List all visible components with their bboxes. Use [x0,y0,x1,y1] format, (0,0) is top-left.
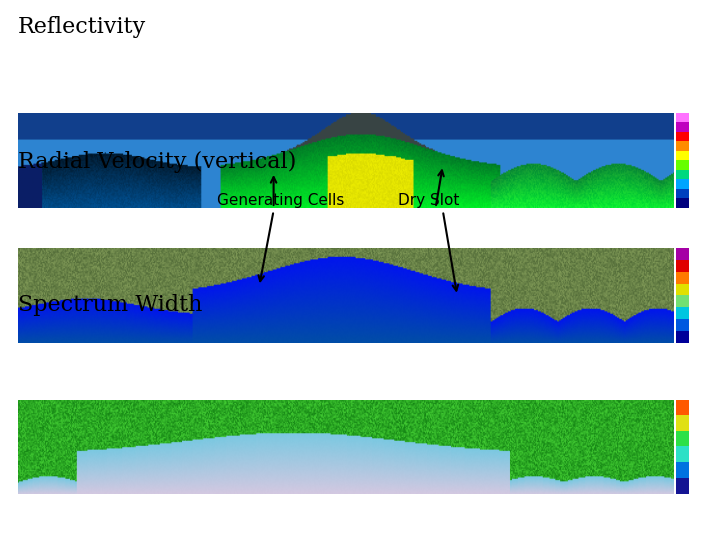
Text: Spectrum Width: Spectrum Width [18,294,202,316]
Text: Dry Slot: Dry Slot [397,193,459,208]
Text: Radial Velocity (vertical): Radial Velocity (vertical) [18,151,297,173]
Text: Generating Cells: Generating Cells [217,193,344,208]
Text: Reflectivity: Reflectivity [18,16,146,38]
